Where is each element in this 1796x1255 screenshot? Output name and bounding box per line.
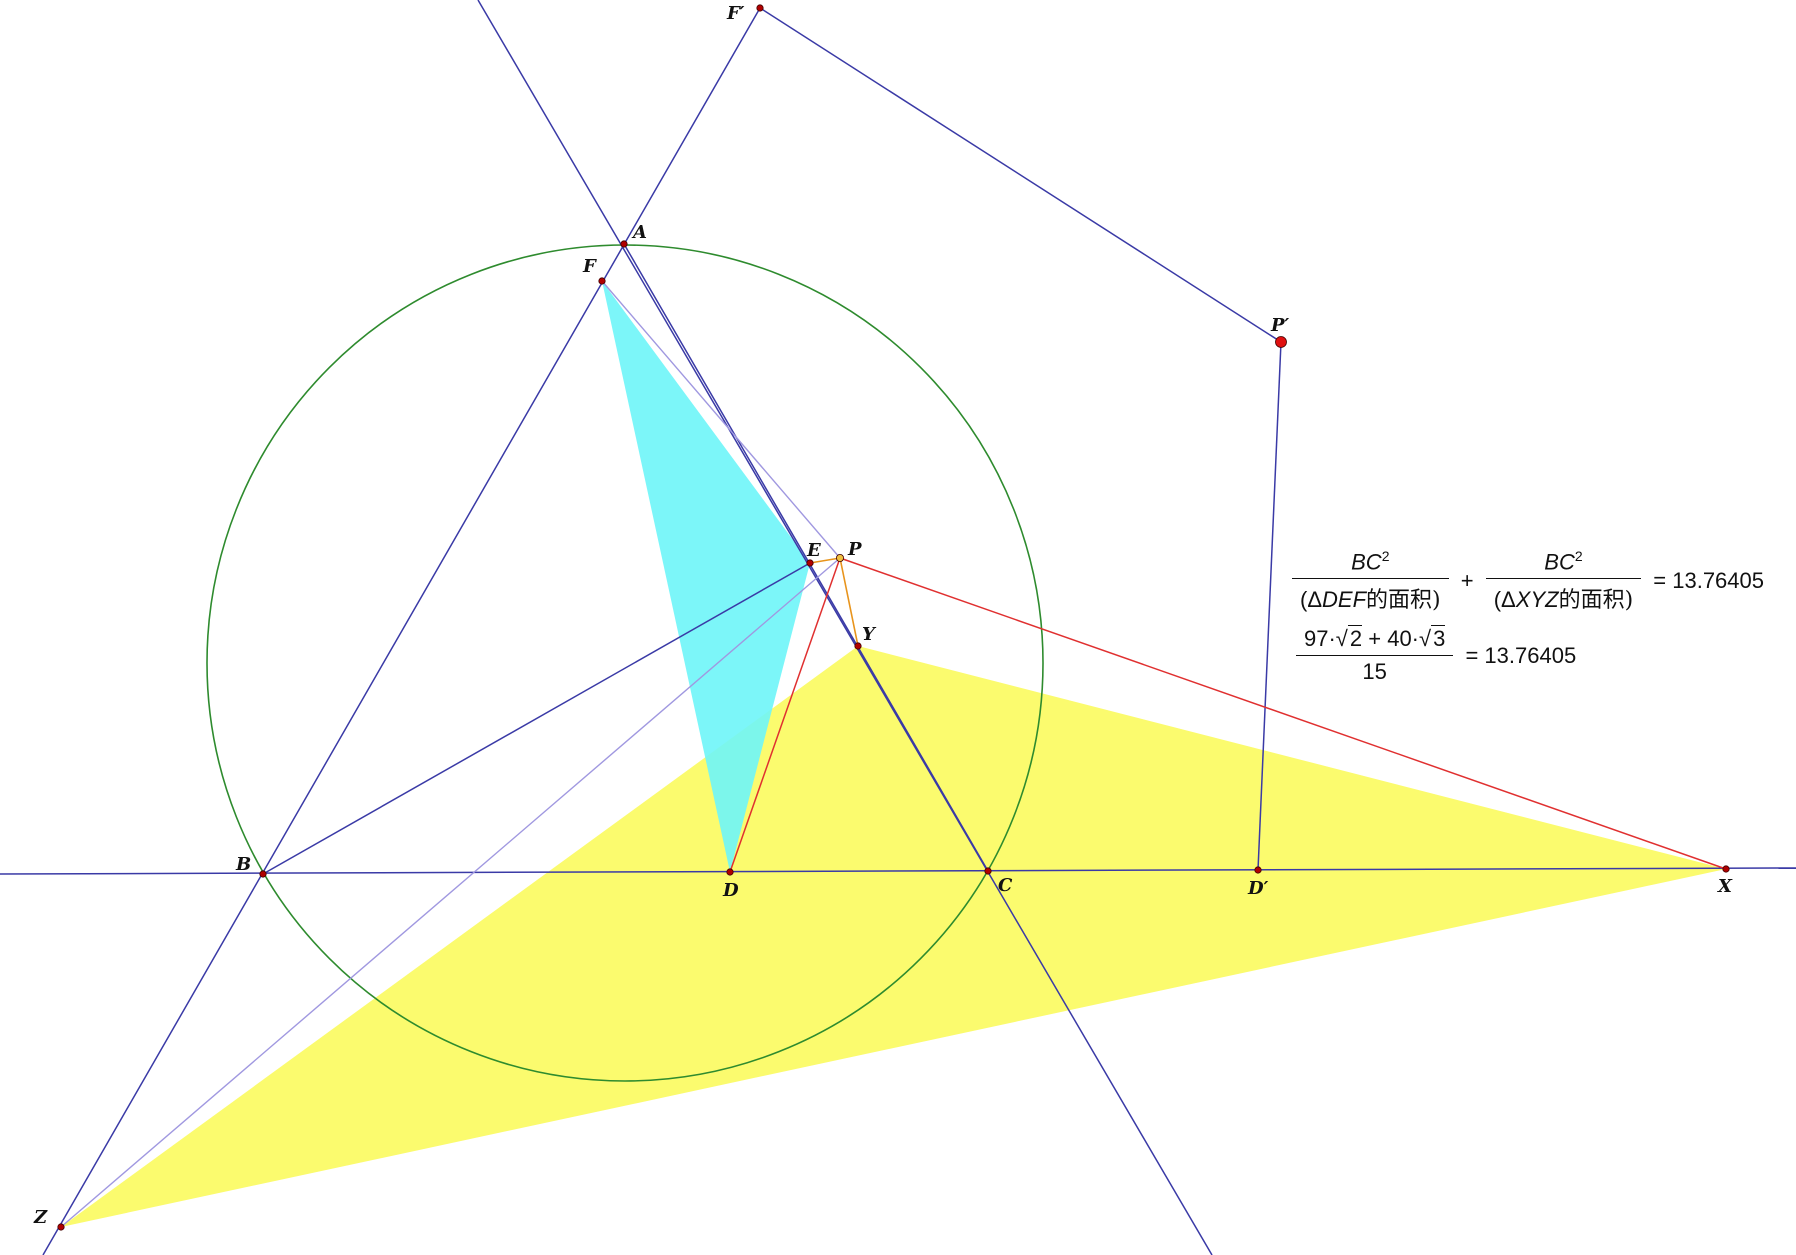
label-B: B: [235, 854, 251, 875]
segment-PY[interactable]: [839, 557, 859, 647]
triangle-XYZ-fill[interactable]: [61, 646, 1726, 1227]
radicand-1: 2: [1347, 625, 1363, 651]
den1-name: DEF: [1322, 587, 1367, 613]
point-P-prime[interactable]: [1275, 336, 1287, 348]
triangle-DEF-fill[interactable]: [602, 281, 810, 872]
label-D-prime: D′: [1247, 878, 1269, 899]
point-F[interactable]: [598, 277, 606, 285]
numerator-bc-1: BC: [1351, 549, 1382, 575]
fraction-exact: 97·√2 + 40·√3 15: [1296, 625, 1454, 685]
segment-FP[interactable]: [601, 280, 841, 559]
den2-suffix: 的面积): [1558, 588, 1634, 614]
fraction-bc2-over-def: BC2 (ΔDEF的面积): [1292, 548, 1449, 614]
denominator-15: 15: [1362, 659, 1387, 684]
label-D: D: [722, 880, 739, 901]
result-2: = 13.76405: [1465, 642, 1577, 668]
plus-exact: +: [1362, 626, 1388, 651]
exponent-1: 2: [1381, 548, 1390, 564]
point-D[interactable]: [726, 868, 734, 876]
fraction-bc2-over-xyz: BC2 (ΔXYZ的面积): [1485, 548, 1642, 614]
label-A: A: [631, 222, 647, 243]
segment-AP-C[interactable]: [623, 243, 989, 872]
den1-open: (Δ: [1300, 587, 1323, 613]
segment-BE[interactable]: [262, 562, 811, 875]
coef-2: 40·: [1387, 626, 1419, 651]
segment-F-prime-P-prime[interactable]: [759, 7, 1282, 343]
point-A[interactable]: [620, 240, 628, 248]
label-F-prime: F′: [726, 3, 745, 24]
point-E[interactable]: [806, 559, 814, 567]
measurement-area-ratio-sum[interactable]: BC2 (ΔDEF的面积) + BC2 (ΔXYZ的面积) = 13.76405: [1292, 548, 1770, 614]
segment-PX[interactable]: [839, 557, 1727, 870]
den1-suffix: 的面积): [1366, 588, 1441, 614]
label-E: E: [806, 540, 821, 561]
den2-open: (Δ: [1493, 587, 1516, 613]
line-AB[interactable]: [42, 7, 761, 1255]
segment-P-prime-D-prime[interactable]: [1257, 341, 1282, 871]
result-1: = 13.76405: [1653, 568, 1765, 594]
label-F: F: [582, 256, 597, 277]
line-BC[interactable]: [0, 867, 1796, 875]
coef-1: 97·: [1304, 626, 1336, 651]
segment-PE[interactable]: [809, 557, 841, 564]
segment-ZP[interactable]: [60, 557, 841, 1228]
point-P[interactable]: [836, 554, 845, 563]
numerator-bc-2: BC: [1544, 549, 1575, 575]
label-Z: Z: [33, 1207, 48, 1228]
point-X[interactable]: [1722, 865, 1730, 873]
plus-sign: +: [1460, 568, 1474, 594]
line-AC[interactable]: [477, 0, 1213, 1255]
segment-PD[interactable]: [729, 557, 841, 873]
label-P-prime: P′: [1270, 315, 1290, 336]
point-Z[interactable]: [57, 1223, 65, 1231]
den2-name: XYZ: [1515, 587, 1559, 613]
point-B[interactable]: [259, 870, 267, 878]
label-P: P: [847, 539, 862, 560]
label-C: C: [998, 875, 1013, 896]
point-markers: [57, 4, 1730, 1231]
label-Y: Y: [862, 624, 877, 645]
label-X: X: [1717, 876, 1733, 897]
point-D-prime[interactable]: [1254, 866, 1262, 874]
point-F-prime[interactable]: [756, 4, 764, 12]
exponent-2: 2: [1574, 548, 1583, 564]
point-Y[interactable]: [854, 642, 862, 650]
measurement-exact-value[interactable]: 97·√2 + 40·√3 15 = 13.76405: [1296, 625, 1582, 685]
radicand-2: 3: [1431, 625, 1446, 651]
point-C[interactable]: [984, 867, 992, 875]
